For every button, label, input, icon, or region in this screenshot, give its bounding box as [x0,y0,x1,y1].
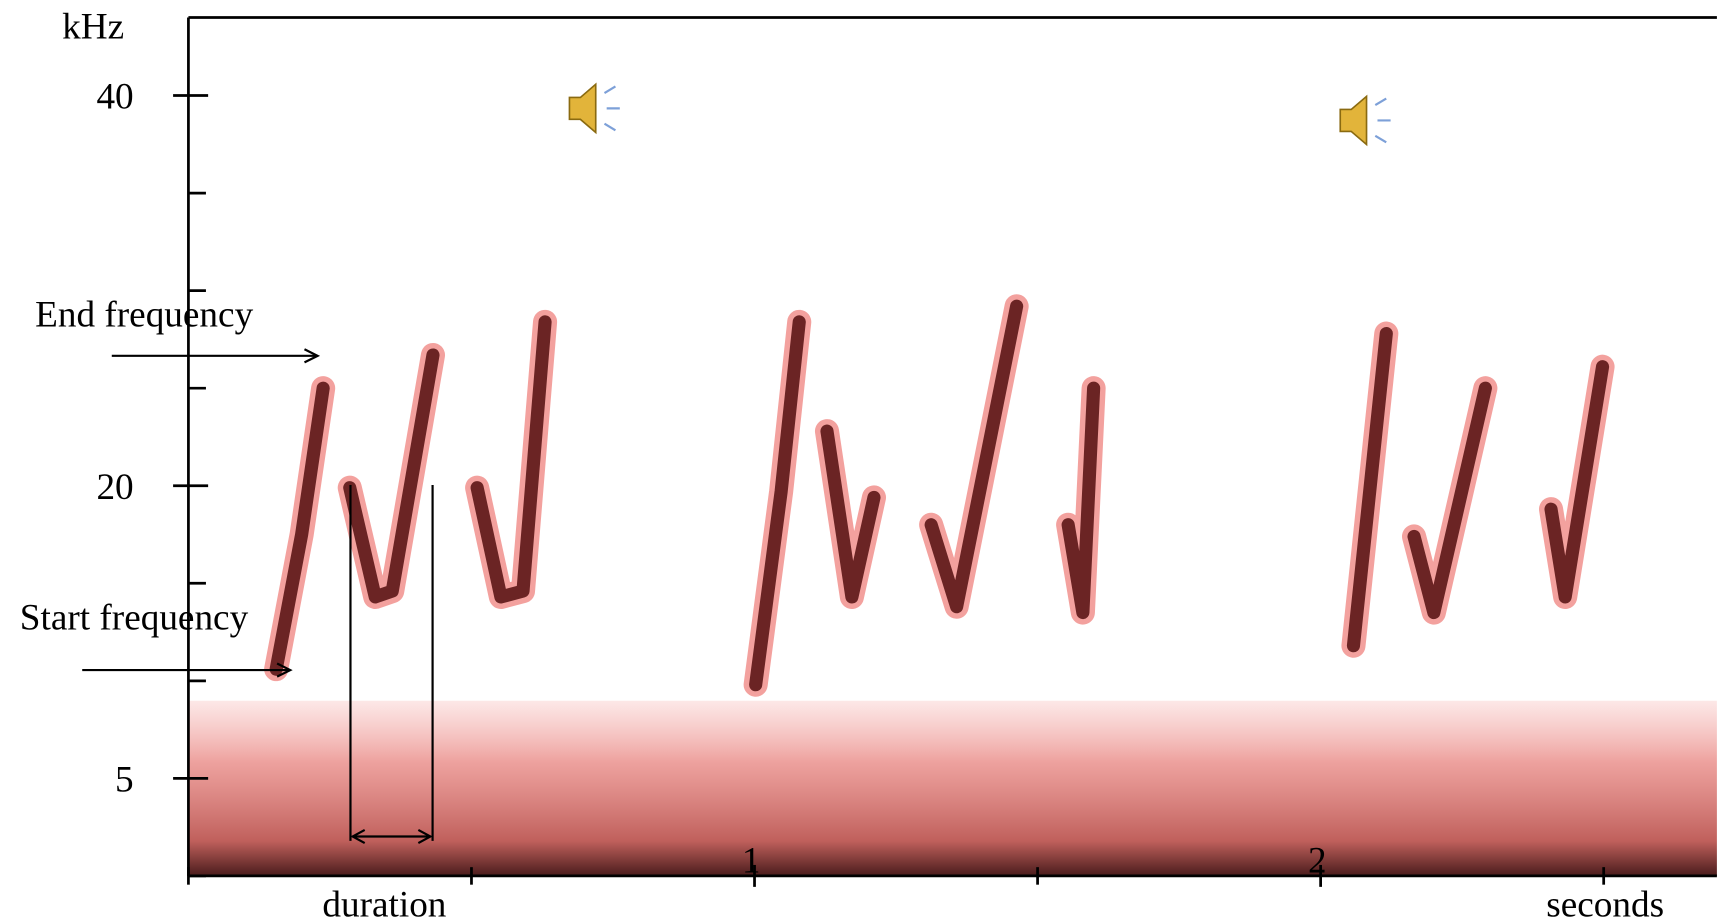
call-trace [269,299,1610,692]
duration-label: duration [322,884,446,923]
arrowhead [350,828,433,845]
noise-floor [188,700,1717,876]
y-tick-label: 5 [115,760,134,801]
speaker-icon[interactable] [568,82,620,135]
x-tick-label: 2 [1308,841,1327,882]
arrowhead [303,348,321,364]
y-tick-label: 20 [96,467,133,508]
arrowhead [276,662,293,678]
speaker-icon[interactable] [1339,94,1391,147]
x-axis-label: seconds [1546,884,1664,923]
start-frequency-label: Start frequency [20,598,249,639]
x-tick-label: 1 [742,841,761,882]
y-unit: kHz [62,6,124,47]
y-tick-label: 40 [96,77,133,118]
end-frequency-label: End frequency [35,294,253,335]
